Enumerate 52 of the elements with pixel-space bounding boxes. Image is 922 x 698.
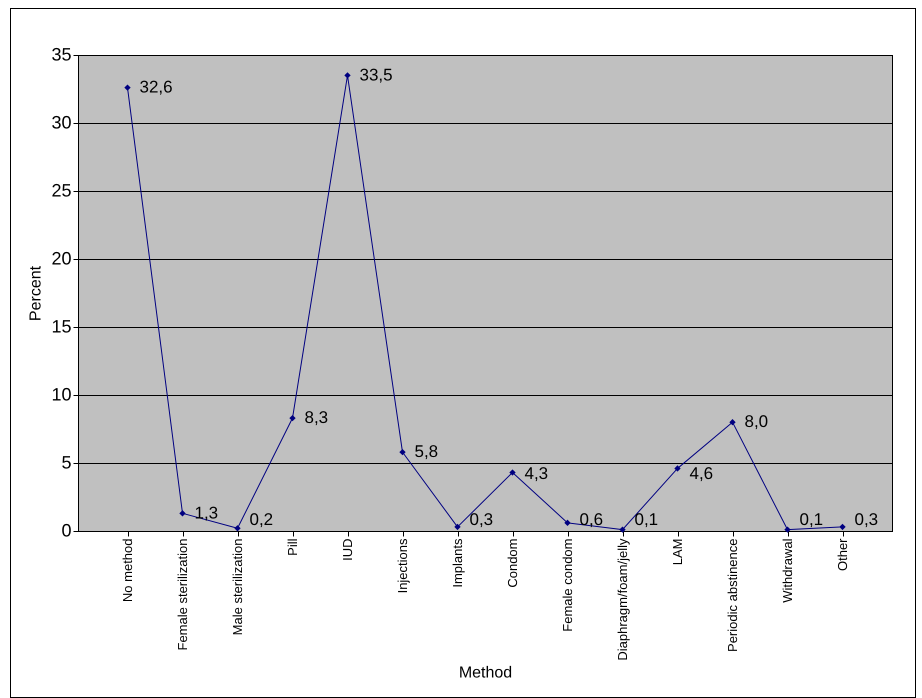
x-axis-title: Method (458, 664, 512, 682)
x-tick-label: Female sterilization (175, 538, 190, 650)
x-tick-label: Injections (395, 538, 410, 594)
x-tick-label: Withdrawal (780, 538, 795, 603)
point (509, 469, 516, 476)
data-label: 1,3 (194, 503, 218, 522)
data-label: 0,3 (854, 510, 878, 529)
y-tick-label: 25 (51, 180, 72, 200)
y-tick-label: 10 (51, 384, 72, 404)
data-label: 5,8 (414, 442, 438, 461)
x-tick-label: Periodic abstinence (725, 538, 740, 652)
y-tick-label: 5 (61, 452, 72, 472)
y-axis-title: Percent (27, 265, 44, 322)
y-tick-label: 15 (51, 316, 72, 336)
point (564, 520, 571, 526)
point (729, 419, 736, 426)
x-tick-label: Male sterilization (230, 538, 245, 636)
data-label: 8,0 (744, 412, 768, 432)
point (454, 524, 461, 530)
x-tick-label: Condom (505, 538, 520, 588)
data-label: 8,3 (304, 408, 328, 428)
x-tick-label: Female condom (560, 538, 575, 632)
data-label: 0,3 (470, 510, 494, 529)
data-label: 4,6 (690, 464, 714, 483)
x-tick-label: IUD (340, 538, 355, 561)
y-tick-label: 0 (61, 520, 72, 540)
point (399, 448, 406, 456)
x-tick-label: Diaphragm/foam/jelly (615, 538, 630, 661)
point (619, 526, 626, 533)
point (289, 414, 296, 422)
point (839, 524, 846, 530)
y-tick-label: 20 (51, 248, 72, 268)
y-tick-label: 35 (51, 44, 72, 64)
y-tick-label: 30 (51, 112, 72, 132)
data-label: 0,1 (800, 510, 824, 529)
point (179, 510, 186, 516)
point (344, 72, 351, 79)
x-tick-label: Implants (450, 538, 465, 588)
data-label: 0,1 (634, 510, 658, 529)
x-tick-label: LAM (670, 538, 685, 566)
x-tick-label: No method (120, 538, 135, 602)
data-label: 32,6 (140, 78, 173, 97)
data-label: 4,3 (524, 464, 548, 483)
point (124, 84, 131, 91)
x-tick-label: Pill (285, 538, 300, 556)
data-label: 33,5 (360, 65, 393, 84)
point (234, 525, 241, 532)
data-label: 0,2 (250, 510, 274, 529)
data-label: 0,6 (580, 510, 604, 529)
point (674, 465, 681, 472)
x-tick-label: Other (835, 538, 850, 572)
point (784, 526, 791, 533)
